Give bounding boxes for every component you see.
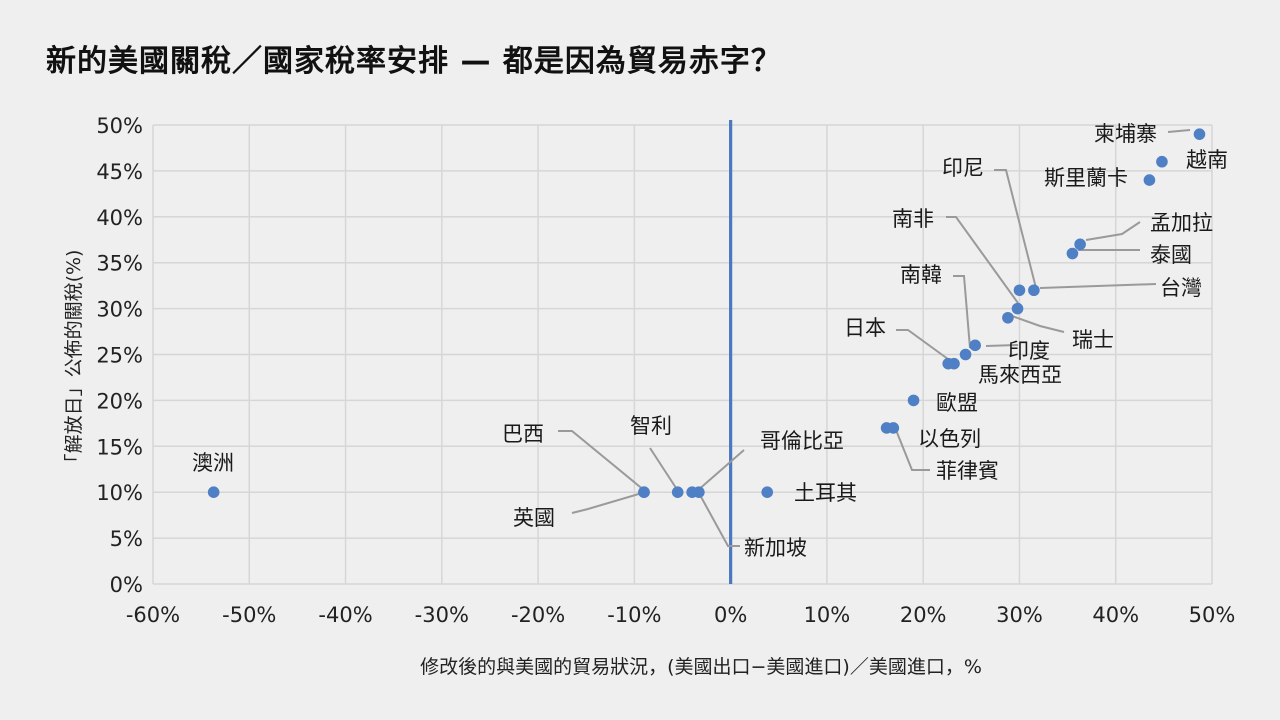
y-tick-label: 35% xyxy=(96,252,143,276)
data-point xyxy=(1074,238,1086,251)
point-label: 孟加拉 xyxy=(1150,211,1213,235)
leader-line xyxy=(1011,315,1065,333)
data-point xyxy=(1002,311,1014,324)
point-label: 越南 xyxy=(1186,148,1228,172)
leader-line xyxy=(896,329,953,363)
data-point xyxy=(693,486,705,499)
leader-line xyxy=(1167,129,1191,133)
chart-title: 新的美國關稅／國家稅率安排 — 都是因為貿易赤字？ xyxy=(46,44,782,79)
x-tick-label: 50% xyxy=(1189,603,1236,627)
point-label: 南韓 xyxy=(900,263,942,287)
leader-line xyxy=(1039,283,1157,289)
data-point xyxy=(671,486,684,499)
leader-line xyxy=(895,429,930,471)
point-label: 斯里蘭卡 xyxy=(1044,166,1128,190)
point-label: 以色列 xyxy=(918,427,981,451)
leader-line xyxy=(985,344,1019,347)
data-point xyxy=(907,394,920,407)
leader-line xyxy=(571,492,643,514)
y-tick-label: 10% xyxy=(96,481,143,505)
x-tick-label: -50% xyxy=(222,603,276,627)
y-axis-title: 「解放日」公佈的關稅(%) xyxy=(63,250,85,473)
point-label: 泰國 xyxy=(1150,243,1192,267)
x-tick-label: 20% xyxy=(900,603,947,627)
point-label: 南非 xyxy=(892,207,934,231)
leader-line xyxy=(1085,221,1141,241)
data-point xyxy=(1011,302,1024,315)
point-label: 印度 xyxy=(1008,339,1050,363)
point-label: 瑞士 xyxy=(1072,328,1114,352)
y-tick-label: 50% xyxy=(96,114,143,138)
point-label: 英國 xyxy=(513,506,555,530)
data-point xyxy=(948,357,960,370)
y-tick-label: 25% xyxy=(96,344,143,368)
data-point xyxy=(761,486,774,499)
data-point xyxy=(1156,155,1168,168)
data-point xyxy=(1066,247,1079,260)
point-label: 智利 xyxy=(630,414,672,438)
x-axis-title: 修改後的與美國的貿易狀況，(美國出口−美國進口)／美國進口，% xyxy=(420,656,982,678)
point-label: 菲律賓 xyxy=(936,459,999,483)
leader-line xyxy=(994,169,1037,289)
data-point xyxy=(1013,284,1026,297)
x-tick-label: -20% xyxy=(511,603,565,627)
x-tick-label: 40% xyxy=(1092,603,1139,627)
leader-line xyxy=(558,430,646,492)
point-label: 日本 xyxy=(844,316,886,340)
leader-line xyxy=(696,449,745,492)
point-label: 歐盟 xyxy=(936,391,978,415)
x-tick-label: -40% xyxy=(318,603,372,627)
y-tick-label: 30% xyxy=(96,298,143,322)
point-label: 新加坡 xyxy=(744,536,807,560)
data-point xyxy=(969,339,981,352)
data-point xyxy=(887,422,900,434)
data-point xyxy=(638,486,650,499)
point-label: 柬埔寨 xyxy=(1094,122,1157,146)
grid-lines xyxy=(152,124,1213,585)
data-point xyxy=(207,486,220,499)
y-tick-label: 20% xyxy=(96,389,143,413)
leader-line xyxy=(953,275,971,349)
data-point xyxy=(1028,284,1040,297)
point-label: 巴西 xyxy=(502,422,544,446)
x-tick-label: -60% xyxy=(126,603,180,627)
y-tick-label: 5% xyxy=(110,527,143,551)
y-tick-label: 40% xyxy=(96,206,143,230)
data-point xyxy=(1193,128,1206,140)
x-tick-label: 30% xyxy=(996,603,1043,627)
x-tick-label: 10% xyxy=(804,603,851,627)
y-tick-label: 15% xyxy=(96,435,143,459)
point-label: 哥倫比亞 xyxy=(760,429,844,453)
data-point xyxy=(959,348,972,361)
x-tick-label: -30% xyxy=(415,603,469,627)
point-label: 土耳其 xyxy=(794,481,857,505)
data-point xyxy=(1143,174,1156,186)
point-label: 馬來西亞 xyxy=(978,363,1062,387)
leader-lines xyxy=(558,129,1191,547)
leader-line xyxy=(649,447,679,492)
x-tick-label: 0% xyxy=(714,603,747,627)
y-tick-label: 0% xyxy=(110,573,143,597)
tick-labels: 0% 5% 10% 15% 20% 25% 30% 35% 40% 45% 50% -60% -50% -… xyxy=(96,114,1235,627)
data-points xyxy=(207,128,1206,499)
x-tick-label: -10% xyxy=(607,603,661,627)
point-label: 台灣 xyxy=(1160,276,1202,300)
point-label: 印尼 xyxy=(942,156,984,180)
leader-line xyxy=(946,216,1019,304)
point-label: 澳洲 xyxy=(192,451,234,475)
leader-line xyxy=(699,494,740,547)
y-tick-label: 45% xyxy=(96,160,143,184)
